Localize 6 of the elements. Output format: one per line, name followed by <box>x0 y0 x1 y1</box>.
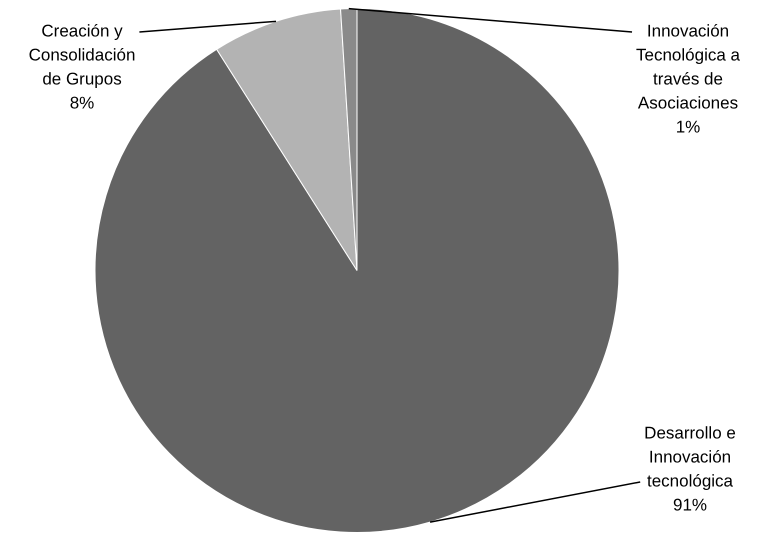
slice-label: Innovación Tecnológica a través de Asociaciones <box>636 22 741 113</box>
slice-label: Desarrollo e Innovación tecnológica <box>644 424 736 491</box>
data-label: 1% <box>676 118 700 137</box>
data-label: 91% <box>672 496 708 515</box>
data-label: 8% <box>70 94 94 113</box>
slice-label: Creación y Consolidación de Grupos <box>28 22 136 89</box>
